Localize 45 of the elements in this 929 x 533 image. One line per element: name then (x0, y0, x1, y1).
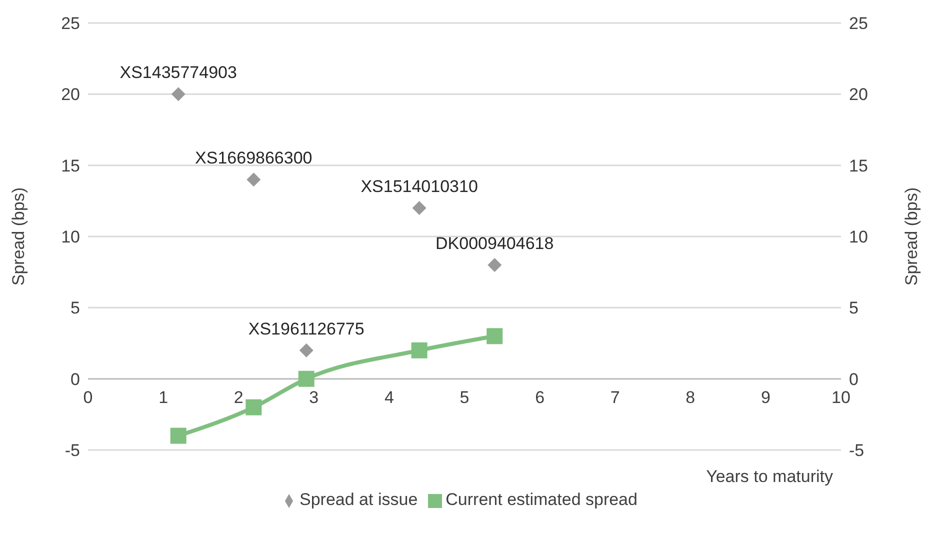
x-tick-label: 6 (535, 388, 545, 407)
y-axis-title: Spread (bps) (9, 187, 28, 286)
y2-tick-label: 0 (849, 370, 858, 389)
point (246, 172, 261, 187)
annotation: DK0009404618 (436, 234, 554, 253)
point (412, 201, 426, 216)
annotation: XS1435774903 (120, 63, 237, 82)
y2-tick-label: -5 (849, 441, 864, 460)
x-tick-label: 1 (158, 388, 168, 407)
point (486, 328, 503, 344)
y-tick-label: 25 (61, 14, 80, 34)
y2-tick-label: 20 (849, 85, 868, 104)
x-tick-label: 2 (234, 388, 244, 407)
y-tick-label: 15 (61, 156, 80, 176)
annotation: XS1669866300 (195, 148, 312, 168)
x-tick-label: 7 (610, 388, 620, 407)
x-tick-label: 9 (760, 388, 770, 407)
y-tick-label: 0 (70, 370, 80, 389)
point (170, 428, 186, 444)
y2-axis-title: Spread (bps) (902, 187, 922, 286)
point (171, 87, 186, 102)
x-tick-label: 5 (460, 388, 470, 407)
x-tick-label: 3 (309, 388, 319, 407)
point (488, 258, 502, 272)
y-tick-label: 20 (61, 85, 80, 104)
point (411, 342, 428, 358)
x-tick-label: 4 (384, 388, 394, 407)
y-tick-label: -5 (64, 441, 80, 460)
legend-label: Current estimated spread (446, 490, 638, 509)
y2-tick-label: 10 (849, 228, 868, 247)
point (299, 343, 314, 358)
y2-tick-label: 5 (849, 298, 858, 318)
point (298, 370, 314, 387)
y2-tick-label: 15 (849, 156, 868, 176)
y-tick-label: 5 (70, 298, 80, 318)
y-tick-label: 10 (61, 228, 80, 247)
legend-label: Spread at issue (300, 490, 418, 509)
x-tick-label: 10 (832, 388, 850, 407)
x-tick-label: 8 (686, 388, 696, 407)
annotation: XS1961126775 (248, 319, 364, 338)
y2-tick-label: 25 (849, 14, 868, 34)
x-axis-title: Years to maturity (706, 467, 834, 486)
point (246, 399, 262, 416)
x-tick-label: 0 (83, 388, 93, 407)
annotation: XS1514010310 (360, 177, 478, 196)
